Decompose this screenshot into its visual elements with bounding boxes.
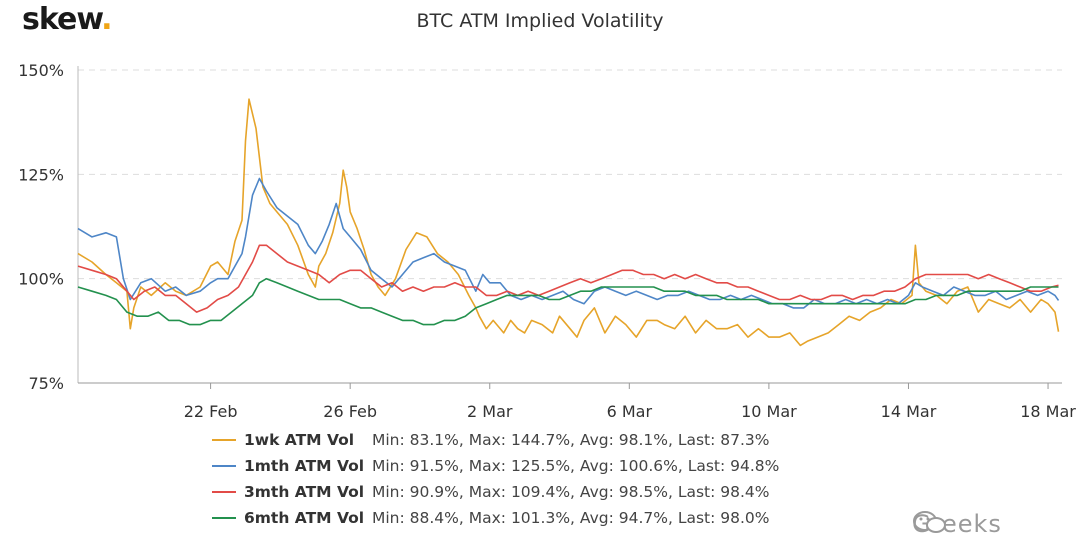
y-tick-label: 150%	[18, 61, 64, 80]
legend-series-stats: Min: 88.4%, Max: 101.3%, Avg: 94.7%, Las…	[372, 509, 770, 527]
brand-dot: .	[101, 2, 112, 37]
y-tick-label: 125%	[18, 165, 64, 184]
series-line-1mth	[77, 177, 1060, 309]
x-tick-label: 2 Mar	[467, 402, 513, 421]
x-axis-ticks: 22 Feb 26 Feb 2 Mar 6 Mar 10 Mar 14 Mar 18 Mar	[184, 383, 1076, 421]
y-tick-label: 100%	[18, 270, 64, 289]
legend-series-name: 1wk ATM Vol	[244, 431, 354, 449]
y-axis-ticks: 75% 100% 125% 150%	[18, 61, 64, 393]
x-tick-label: 18 Mar	[1020, 402, 1076, 421]
watermark: Greeks	[912, 510, 1002, 538]
series-lines	[77, 98, 1060, 347]
legend-series-name: 1mth ATM Vol	[244, 457, 364, 475]
x-tick-label: 10 Mar	[741, 402, 797, 421]
x-tick-label: 14 Mar	[881, 402, 937, 421]
legend: 1wk ATM Vol Min: 83.1%, Max: 144.7%, Avg:…	[212, 431, 779, 527]
legend-series-stats: Min: 90.9%, Max: 109.4%, Avg: 98.5%, Las…	[372, 483, 770, 501]
legend-series-name: 3mth ATM Vol	[244, 483, 364, 501]
series-line-6mth	[77, 277, 1059, 326]
y-tick-label: 75%	[28, 374, 64, 393]
brand-name: skew	[22, 2, 102, 37]
legend-series-stats: Min: 91.5%, Max: 125.5%, Avg: 100.6%, La…	[372, 457, 779, 475]
x-tick-label: 6 Mar	[607, 402, 653, 421]
skew-logo: skew.	[22, 2, 113, 37]
chat-bubbles-icon	[913, 511, 946, 533]
grid-lines	[77, 66, 1062, 384]
x-tick-label: 26 Feb	[323, 402, 377, 421]
legend-series-stats: Min: 83.1%, Max: 144.7%, Avg: 98.1%, Las…	[372, 431, 770, 449]
series-line-3mth	[77, 244, 1059, 313]
chart-title: BTC ATM Implied Volatility	[416, 10, 664, 32]
legend-series-name: 6mth ATM Vol	[244, 509, 364, 527]
series-line-1wk	[77, 98, 1060, 347]
x-tick-label: 22 Feb	[184, 402, 238, 421]
